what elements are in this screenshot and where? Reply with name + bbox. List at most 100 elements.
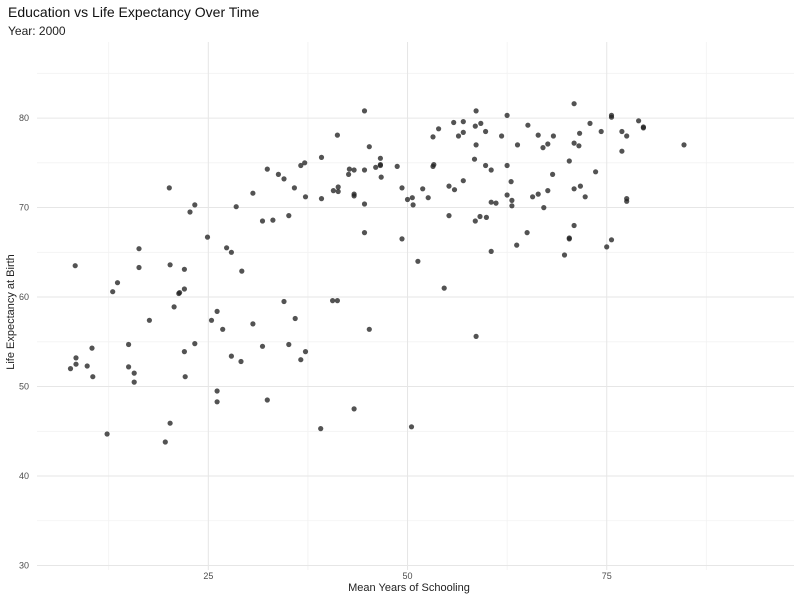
data-point (640, 125, 647, 131)
data-point (239, 268, 245, 274)
data-point (483, 162, 489, 169)
data-point (361, 108, 368, 114)
data-point (681, 142, 687, 148)
data-point (181, 286, 187, 292)
data-point (636, 118, 642, 124)
data-point (577, 130, 583, 136)
data-point (571, 186, 577, 192)
data-point (508, 179, 514, 185)
data-point (104, 431, 110, 437)
data-point (399, 185, 405, 191)
data-point (509, 197, 515, 203)
data-point (335, 184, 341, 190)
data-point (162, 439, 168, 445)
data-point (477, 213, 483, 220)
data-point (394, 163, 400, 169)
data-point (136, 246, 142, 252)
data-point (298, 162, 304, 169)
data-point (302, 349, 309, 355)
data-point (541, 205, 547, 211)
data-point (89, 345, 95, 351)
data-point (171, 304, 177, 310)
data-point (409, 195, 415, 201)
data-point (214, 308, 220, 314)
data-point (545, 141, 551, 147)
data-point (224, 245, 230, 251)
data-point (214, 399, 220, 405)
data-point (441, 285, 447, 291)
y-tick-label: 60 (19, 292, 29, 302)
data-point (451, 187, 458, 193)
y-tick-label: 50 (19, 382, 29, 392)
data-point (214, 388, 220, 394)
data-point (624, 133, 630, 139)
data-point (488, 199, 494, 205)
data-point (114, 280, 121, 286)
data-point (90, 374, 96, 380)
data-point (540, 145, 546, 151)
data-point (488, 248, 494, 254)
data-point (334, 298, 340, 304)
data-point (181, 266, 187, 272)
data-point (291, 185, 297, 191)
data-point (504, 192, 510, 198)
y-axis-label: Life Expectancy at Birth (5, 254, 17, 370)
data-point (471, 156, 478, 162)
data-point (460, 178, 466, 184)
data-point (377, 155, 383, 161)
data-point (361, 201, 368, 207)
y-tick-label: 40 (19, 471, 29, 481)
data-point (619, 148, 625, 154)
data-point (318, 426, 324, 432)
data-point (286, 213, 292, 219)
x-tick-label: 50 (403, 571, 413, 581)
x-tick-label: 75 (602, 571, 612, 581)
data-point (166, 185, 172, 191)
data-point (410, 202, 416, 208)
data-point (587, 120, 593, 126)
x-axis-ticks: 25 50 75 (203, 571, 611, 581)
data-point (136, 264, 142, 271)
data-point (167, 262, 173, 268)
data-point (571, 101, 577, 107)
data-point (302, 160, 308, 166)
data-point (192, 341, 198, 347)
data-point (182, 374, 188, 380)
data-point (472, 123, 478, 129)
data-point (233, 204, 239, 210)
data-point (550, 171, 556, 177)
data-point (550, 133, 557, 139)
data-point (535, 132, 541, 138)
data-point (545, 188, 551, 194)
chart-subtitle: Year: 2000 (8, 24, 66, 38)
data-point (177, 290, 183, 296)
data-point (446, 213, 452, 219)
data-point (351, 191, 357, 197)
data-point (377, 162, 383, 169)
y-tick-label: 70 (19, 203, 29, 213)
data-point (504, 162, 510, 169)
data-point (228, 353, 234, 359)
data-point (318, 154, 325, 160)
y-tick-label: 30 (19, 561, 29, 571)
data-point (499, 133, 505, 139)
data-point (346, 171, 352, 177)
data-point (204, 234, 211, 240)
data-point (366, 326, 372, 332)
data-point (72, 263, 78, 269)
data-point (208, 317, 215, 323)
data-point (530, 194, 536, 200)
data-point (473, 142, 479, 148)
data-point (483, 128, 489, 135)
data-point (430, 134, 436, 140)
data-point (404, 196, 411, 203)
data-point (131, 379, 137, 385)
data-point (351, 167, 357, 173)
data-point (335, 188, 341, 195)
data-point (473, 108, 479, 114)
data-point (110, 289, 116, 295)
data-point (292, 315, 298, 322)
data-point (167, 420, 173, 426)
data-point (425, 195, 431, 201)
chart-title: Education vs Life Expectancy Over Time (8, 4, 260, 20)
